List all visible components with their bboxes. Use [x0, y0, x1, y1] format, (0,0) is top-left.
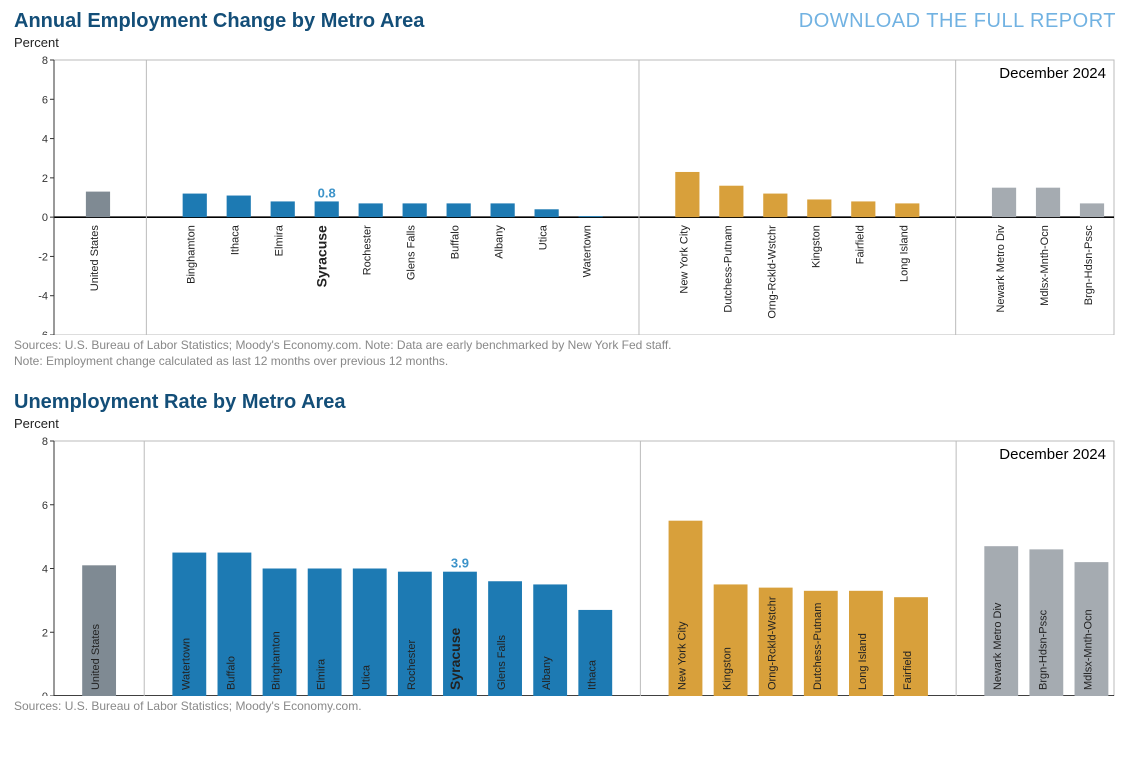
bar [763, 194, 787, 218]
svg-text:0: 0 [42, 691, 48, 696]
bar [491, 203, 515, 217]
category-label: Fairfield [902, 651, 914, 690]
svg-text:2: 2 [42, 173, 48, 185]
category-label: Dutchess-Putnam [812, 603, 824, 690]
category-label: Orng-Rckld-Wstchr [767, 597, 779, 691]
svg-text:0: 0 [42, 212, 48, 224]
bar [807, 199, 831, 217]
category-label: New York City [676, 621, 688, 690]
svg-text:-2: -2 [38, 251, 48, 263]
page-root: Annual Employment Change by Metro Area D… [0, 0, 1130, 783]
bar [675, 172, 699, 217]
category-label: Rochester [362, 225, 374, 275]
category-label: Brgn-Hdsn-Pssc [1037, 610, 1049, 691]
bar [535, 209, 559, 217]
svg-text:6: 6 [42, 500, 48, 512]
category-label: Watertown [582, 225, 594, 277]
svg-text:-6: -6 [38, 330, 48, 335]
note-line: Sources: U.S. Bureau of Labor Statistics… [14, 698, 1116, 714]
category-label: Buffalo [225, 656, 237, 690]
bar [86, 192, 110, 218]
category-label: Buffalo [450, 225, 462, 259]
category-label: Fairfield [854, 225, 866, 264]
category-label: Ithaca [586, 660, 598, 691]
svg-text:8: 8 [42, 55, 48, 67]
bar [447, 203, 471, 217]
svg-text:December 2024: December 2024 [999, 446, 1106, 463]
bar [271, 201, 295, 217]
bar [1080, 203, 1104, 217]
svg-text:4: 4 [42, 564, 48, 576]
category-label: Syracuse [314, 225, 330, 287]
category-label: Dutchess-Putnam [722, 225, 734, 312]
category-label: Brgn-Hdsn-Pssc [1083, 225, 1095, 306]
category-label: Syracuse [447, 628, 463, 690]
category-label: Rochester [406, 640, 418, 690]
chart2-subtitle: Percent [14, 416, 1116, 431]
chart1-notes: Sources: U.S. Bureau of Labor Statistics… [14, 337, 1116, 369]
category-label: United States [89, 225, 101, 292]
category-label: Elmira [316, 658, 328, 690]
svg-text:2: 2 [42, 628, 48, 640]
category-label: New York City [678, 225, 690, 294]
svg-text:4: 4 [42, 134, 48, 146]
bar [719, 186, 743, 217]
chart2-plot: 0 2 4 6 8 December 2024 United States Watertown… [14, 435, 1116, 696]
bar [315, 201, 339, 217]
bar [851, 201, 875, 217]
bar [183, 194, 207, 218]
category-label: Newark Metro Div [992, 602, 1004, 690]
category-label: Long Island [898, 225, 910, 282]
chart1-title: Annual Employment Change by Metro Area [14, 10, 424, 33]
category-label: Kingston [722, 648, 734, 691]
svg-text:8: 8 [42, 436, 48, 448]
highlight-value: 3.9 [451, 556, 469, 571]
svg-text:December 2024: December 2024 [999, 65, 1106, 82]
svg-text:6: 6 [42, 94, 48, 106]
highlight-value: 0.8 [318, 185, 336, 200]
chart2-notes: Sources: U.S. Bureau of Labor Statistics… [14, 698, 1116, 714]
chart1-plot: -6 -4 -2 0 2 4 6 8 December 2024 United States Bin… [14, 54, 1116, 335]
bar [1036, 188, 1060, 217]
category-label: Albany [541, 656, 553, 690]
note-line: Note: Employment change calculated as la… [14, 353, 1116, 369]
category-label: Elmira [274, 224, 286, 256]
note-line: Sources: U.S. Bureau of Labor Statistics… [14, 337, 1116, 353]
bar [579, 216, 603, 217]
category-label: Kingston [810, 225, 822, 268]
category-label: United States [90, 624, 102, 691]
category-label: Mdlsx-Mnth-Ocn [1039, 225, 1051, 306]
category-label: Watertown [180, 638, 192, 690]
category-label: Albany [494, 225, 506, 259]
category-label: Binghamton [186, 225, 198, 284]
category-label: Glens Falls [496, 635, 508, 691]
category-label: Mdlsx-Mnth-Ocn [1082, 610, 1094, 691]
chart1-subtitle: Percent [14, 35, 1116, 50]
category-label: Binghamton [271, 632, 283, 691]
bar [403, 203, 427, 217]
category-label: Orng-Rckld-Wstchr [766, 225, 778, 319]
category-label: Utica [361, 664, 373, 690]
category-label: Newark Metro Div [995, 225, 1007, 313]
chart2-title: Unemployment Rate by Metro Area [14, 391, 1116, 414]
bar [895, 203, 919, 217]
download-report-link[interactable]: DOWNLOAD THE FULL REPORT [799, 10, 1116, 33]
chart1-header: Annual Employment Change by Metro Area D… [14, 10, 1116, 33]
category-label: Glens Falls [406, 225, 418, 281]
svg-text:-4: -4 [38, 291, 48, 303]
bar [359, 203, 383, 217]
category-label: Ithaca [230, 224, 242, 255]
category-label: Utica [538, 224, 550, 250]
bar [992, 188, 1016, 217]
category-label: Long Island [857, 633, 869, 690]
bar [227, 196, 251, 218]
